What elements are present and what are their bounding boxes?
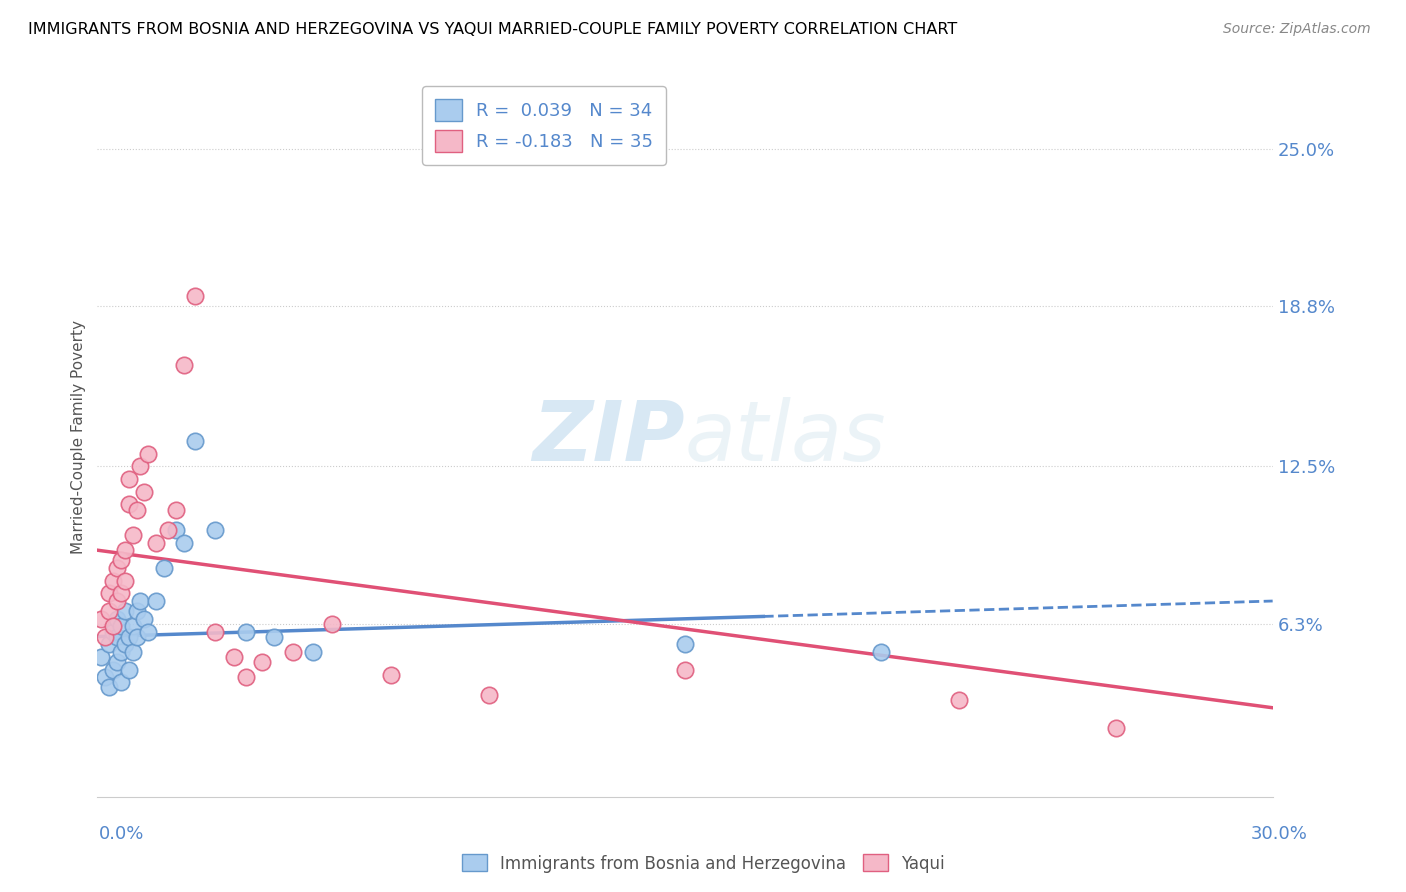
Point [134, 612, 156, 626]
Point [870, 645, 893, 659]
Point [110, 619, 132, 633]
Point [125, 630, 148, 644]
Point [125, 502, 148, 516]
Point [136, 624, 159, 639]
Point [121, 528, 143, 542]
Point [94, 630, 117, 644]
Text: 0.0%: 0.0% [98, 825, 143, 843]
Point [136, 447, 159, 461]
Point [98, 637, 121, 651]
Point [948, 693, 970, 707]
Point [101, 574, 124, 588]
Point [380, 667, 402, 681]
Point [98, 681, 121, 695]
Point [105, 594, 128, 608]
Point [98, 586, 121, 600]
Point [125, 604, 148, 618]
Point [250, 655, 273, 669]
Point [224, 649, 246, 664]
Point [114, 543, 136, 558]
Point [145, 535, 167, 549]
Text: IMMIGRANTS FROM BOSNIA AND HERZEGOVINA VS YAQUI MARRIED-COUPLE FAMILY POVERTY CO: IMMIGRANTS FROM BOSNIA AND HERZEGOVINA V… [28, 22, 957, 37]
Point [134, 484, 156, 499]
Point [118, 663, 141, 677]
Point [110, 586, 132, 600]
Point [235, 670, 257, 684]
Point [114, 574, 136, 588]
Point [101, 663, 124, 677]
Text: atlas: atlas [685, 397, 887, 477]
Point [121, 645, 143, 659]
Point [165, 523, 187, 537]
Point [101, 619, 124, 633]
Point [145, 594, 167, 608]
Point [121, 619, 143, 633]
Point [110, 553, 132, 567]
Point [478, 688, 501, 702]
Point [105, 655, 128, 669]
Point [184, 289, 207, 303]
Point [165, 502, 187, 516]
Point [283, 645, 305, 659]
Point [129, 459, 152, 474]
Point [105, 561, 128, 575]
Point [301, 645, 323, 659]
Point [129, 594, 152, 608]
Point [98, 604, 121, 618]
Point [235, 624, 257, 639]
Point [153, 561, 176, 575]
Point [173, 535, 195, 549]
Point [90, 612, 112, 626]
Point [110, 675, 132, 690]
Point [118, 630, 141, 644]
Point [118, 472, 141, 486]
Point [673, 637, 696, 651]
Point [110, 645, 132, 659]
Point [114, 637, 136, 651]
Point [90, 649, 112, 664]
Point [105, 612, 128, 626]
Legend: R =  0.039   N = 34, R = -0.183   N = 35: R = 0.039 N = 34, R = -0.183 N = 35 [422, 87, 666, 165]
Point [173, 358, 195, 372]
Point [94, 670, 117, 684]
Point [105, 630, 128, 644]
Y-axis label: Married-Couple Family Poverty: Married-Couple Family Poverty [72, 320, 86, 554]
Point [101, 624, 124, 639]
Point [204, 624, 226, 639]
Legend: Immigrants from Bosnia and Herzegovina, Yaqui: Immigrants from Bosnia and Herzegovina, … [456, 847, 950, 880]
Text: Source: ZipAtlas.com: Source: ZipAtlas.com [1223, 22, 1371, 37]
Point [204, 523, 226, 537]
Point [1105, 721, 1128, 735]
Point [156, 523, 179, 537]
Point [673, 663, 696, 677]
Point [184, 434, 207, 448]
Point [114, 604, 136, 618]
Text: ZIP: ZIP [533, 397, 685, 477]
Point [118, 498, 141, 512]
Text: 30.0%: 30.0% [1251, 825, 1308, 843]
Point [321, 616, 343, 631]
Point [263, 630, 285, 644]
